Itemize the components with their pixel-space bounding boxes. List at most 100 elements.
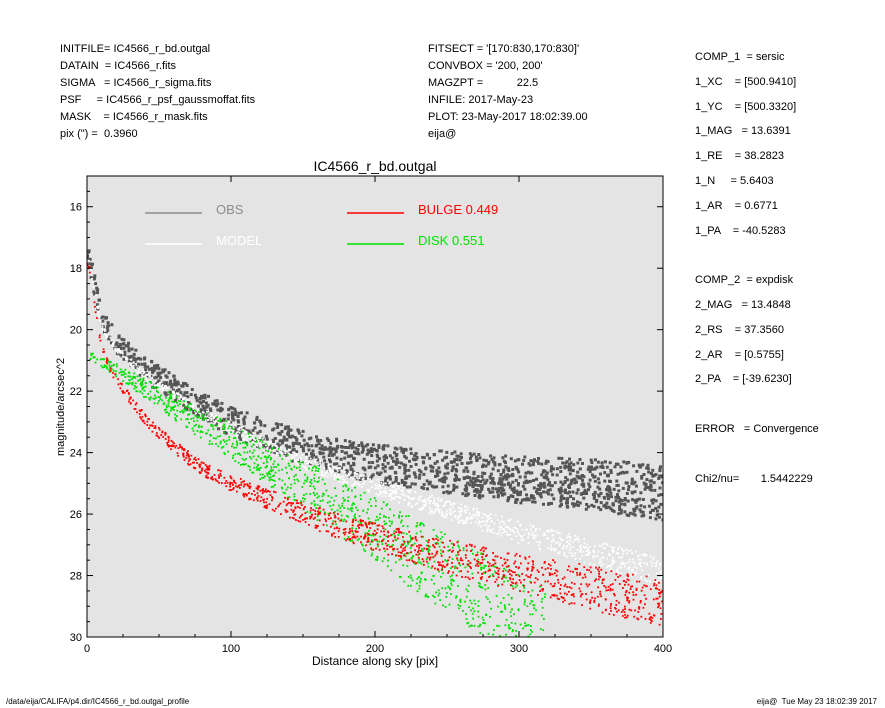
data-point [372, 522, 375, 524]
data-point [417, 561, 419, 564]
data-point [280, 513, 282, 515]
data-point [404, 463, 408, 467]
data-point [232, 429, 235, 432]
data-point [492, 575, 495, 577]
data-point [498, 477, 502, 481]
data-point [598, 562, 601, 565]
data-point [294, 452, 297, 455]
header-right-line: Chi2/nu= 1.5442229 [695, 472, 813, 485]
data-point [381, 446, 385, 450]
data-point [578, 475, 582, 479]
data-point [386, 491, 388, 494]
data-point [640, 589, 643, 592]
data-point [544, 641, 546, 643]
data-point [249, 440, 252, 443]
data-point [409, 451, 413, 455]
data-point [502, 597, 505, 599]
data-point [606, 557, 608, 560]
data-point [278, 478, 281, 481]
data-point [137, 368, 140, 371]
data-point [472, 552, 474, 555]
data-point [156, 386, 159, 389]
data-point [339, 477, 342, 479]
data-point [133, 387, 136, 390]
data-point [367, 465, 371, 469]
data-point [580, 544, 582, 547]
data-point [348, 474, 350, 477]
data-point [332, 511, 335, 514]
data-point [576, 574, 579, 576]
data-point [103, 330, 106, 334]
data-point [362, 483, 365, 485]
data-point [643, 553, 646, 556]
data-point [476, 517, 479, 520]
data-point [119, 382, 122, 385]
data-point [582, 492, 586, 495]
data-point [383, 533, 386, 536]
data-point [505, 565, 508, 568]
data-point [383, 523, 386, 526]
data-point [281, 479, 284, 482]
data-point [184, 402, 187, 405]
data-point [579, 549, 582, 552]
data-point [617, 548, 619, 551]
data-point [459, 599, 462, 602]
data-point [247, 429, 251, 433]
data-point [657, 493, 661, 497]
data-point [400, 556, 402, 558]
data-point [271, 440, 275, 443]
data-point [174, 381, 178, 385]
data-point [579, 590, 582, 593]
data-point [547, 547, 550, 550]
data-point [523, 578, 526, 581]
data-point [440, 541, 443, 544]
data-point [209, 434, 211, 436]
data-point [598, 575, 600, 578]
data-point [540, 584, 543, 587]
data-point [468, 483, 472, 487]
data-point [254, 494, 256, 496]
data-point [309, 509, 312, 512]
data-point [543, 561, 546, 563]
data-point [215, 419, 217, 422]
data-point [265, 437, 269, 441]
data-point [266, 474, 269, 477]
data-point [580, 583, 583, 586]
data-point [377, 545, 379, 548]
data-point [395, 489, 398, 492]
data-point [108, 337, 112, 341]
data-point [422, 560, 425, 563]
data-point [628, 558, 631, 561]
data-point [559, 465, 563, 469]
data-point [392, 549, 395, 552]
data-point [435, 542, 437, 545]
data-point [171, 396, 173, 399]
data-point [467, 584, 470, 587]
data-point [492, 481, 496, 484]
data-point [128, 379, 131, 382]
data-point [480, 521, 483, 523]
data-point [605, 571, 607, 574]
data-point [456, 567, 459, 569]
data-point [578, 550, 581, 553]
data-point [364, 521, 367, 524]
data-point [317, 470, 319, 472]
data-point [481, 547, 484, 550]
data-point [284, 492, 286, 495]
data-point [358, 484, 361, 486]
data-point [161, 368, 165, 372]
data-point [453, 458, 457, 461]
data-point [275, 507, 277, 510]
data-point [503, 567, 505, 570]
data-point [597, 586, 599, 589]
data-point [629, 588, 632, 590]
data-point [524, 622, 526, 624]
data-point [275, 454, 278, 457]
data-point [609, 507, 613, 511]
data-point [485, 614, 488, 616]
data-point [626, 599, 629, 602]
data-point [280, 430, 284, 433]
data-point [349, 476, 352, 479]
data-point [138, 373, 142, 377]
data-point [468, 562, 471, 565]
